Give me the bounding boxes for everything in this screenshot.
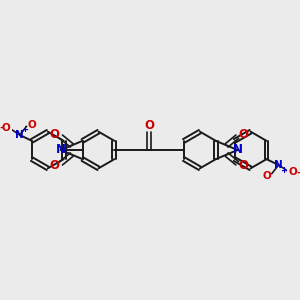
Text: +: + — [280, 166, 287, 175]
Text: O: O — [238, 159, 249, 172]
Text: O: O — [144, 119, 154, 132]
Text: O: O — [50, 128, 60, 141]
Text: N: N — [56, 143, 66, 157]
Text: O: O — [50, 159, 60, 172]
Text: N: N — [232, 143, 242, 157]
Text: -: - — [297, 168, 300, 178]
Text: O: O — [289, 167, 297, 177]
Text: O: O — [27, 120, 36, 130]
Text: N: N — [274, 160, 283, 170]
Text: O: O — [2, 123, 11, 133]
Text: O: O — [262, 171, 272, 181]
Text: N: N — [15, 130, 24, 140]
Text: -: - — [0, 122, 4, 132]
Text: O: O — [238, 128, 249, 141]
Text: +: + — [21, 125, 28, 134]
